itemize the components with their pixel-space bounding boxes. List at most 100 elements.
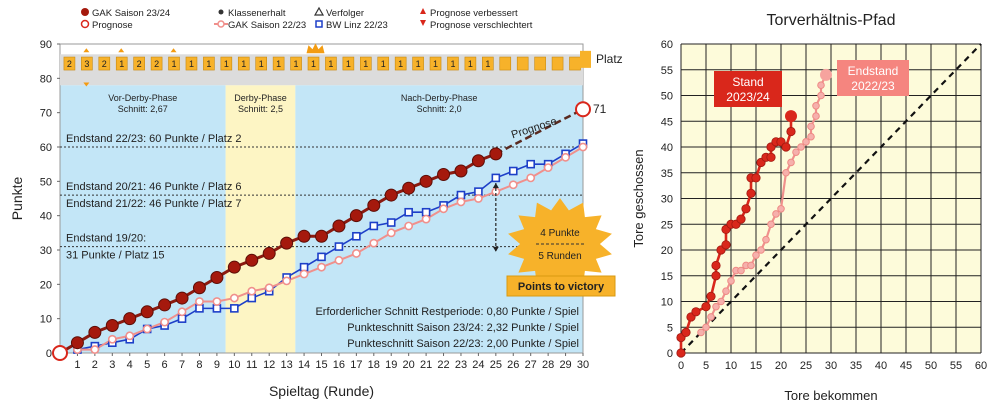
platz-empty-box [551,56,564,71]
y-tick-label: 20 [40,279,52,291]
gak-2223-point [317,262,326,272]
bw-linz-point [526,159,536,169]
right-y-axis-label: Tore geschossen [631,149,646,247]
endstand-2223-point [707,313,715,321]
platz-empty-box [534,56,546,71]
platz-box [307,56,320,71]
platz-empty-box [569,56,581,71]
gak-2223-point [212,297,222,306]
endstand-2223-point [787,158,795,167]
platz-marker [580,50,591,68]
stand-label-line2: 2023/24 [726,90,770,104]
endstand-2223-point [697,328,705,337]
platz-box [447,56,459,71]
platz-value: 2 [137,59,142,69]
gak-2223-point [439,204,448,214]
stand-2324-point [676,348,686,358]
right-y-tick-label: 25 [661,219,673,231]
gak-2324-point [262,246,276,260]
bw-linz-point [508,166,518,176]
platz-box [220,56,233,71]
phase-average: Schnitt: 2,0 [417,104,462,114]
stand-2324-point [786,126,796,137]
gak-2324-point [489,147,503,161]
platz-box [482,56,494,71]
gak-2324-point [471,154,485,168]
y-tick-label: 50 [40,176,52,188]
gak-2223-point [229,293,239,303]
platz-value: 1 [311,59,316,69]
platz-box [115,56,128,71]
burst-bottom-text: 5 Runden [538,251,581,262]
stand-label-line1: Stand [732,75,763,89]
x-tick-label: 1 [74,359,80,371]
x-tick-label: 24 [472,359,484,371]
platz-value: 1 [328,59,333,69]
x-tick-label: 2 [92,359,98,371]
gak-2324-point [419,174,433,188]
platz-box [133,56,145,71]
gak-2223-point [404,221,414,231]
phase-name: Nach-Derby-Phase [401,93,478,103]
platz-box [359,56,372,71]
points-to-victory-button[interactable]: Points to victory [506,275,616,297]
stand-2324-point [691,307,701,317]
y-tick-label: 60 [40,142,52,154]
platz-box [394,56,407,71]
right-y-tick-label: 5 [667,322,673,334]
right-x-tick-label: 60 [975,360,987,372]
platz-strip [60,54,583,86]
endstand-label-line1: Endstand [848,64,899,78]
platz-box [168,56,180,71]
legend-label: Prognose verbessert [430,8,518,19]
platz-value: 1 [433,59,438,69]
endstand-2223-point [747,261,755,270]
y-axis-label: Punkte [9,176,25,220]
gak-2223-point [160,317,169,327]
stand-2324-point [706,291,716,301]
gak-2324-point [227,260,241,274]
x-tick-label: 6 [162,359,168,371]
endstand-2223-point [712,302,720,311]
gak-2324-point [210,270,224,284]
stand-2324-end-point [785,110,797,123]
bw-linz-point [404,207,413,217]
legend-marker-prognose [80,19,90,29]
phase-name: Derby-Phase [234,93,287,103]
gak-2223-point [142,324,152,334]
x-tick-label: 20 [403,359,415,371]
endstand-2223-point [727,277,735,285]
gak-2223-point [264,283,274,293]
gak-2324-start-point [52,345,68,361]
phase-band-2 [225,85,296,353]
x-tick-label: 8 [196,359,202,371]
x-tick-label: 30 [577,359,589,371]
gak-2324-point [384,188,398,202]
legend-marker-verfolger [313,6,325,16]
endstand-2223-point [752,251,760,259]
x-tick-label: 14 [298,359,310,371]
right-x-tick-label: 15 [750,360,762,372]
platz-value: 1 [224,59,229,69]
right-x-tick-label: 55 [950,360,962,372]
platz-box [377,56,390,71]
stand-2324-point [746,188,756,198]
bw-linz-point [230,304,239,313]
right-y-tick-label: 20 [661,245,673,257]
x-tick-label: 3 [109,359,115,371]
points-to-victory-label: Points to victory [518,281,605,293]
x-tick-label: 28 [542,359,554,371]
gak-2223-point [334,255,344,265]
bw-linz-point [474,187,483,196]
gak-2223-point [299,269,309,279]
gak-2324-point [297,229,311,243]
x-tick-label: 9 [214,359,220,371]
x-tick-label: 17 [350,359,362,371]
platz-box [342,56,355,71]
platz-value: 1 [485,59,490,69]
platz-value: 1 [398,59,403,69]
gap-arrow-head-up [492,183,499,189]
right-y-tick-label: 30 [661,194,673,206]
x-tick-label: 27 [525,359,537,371]
platz-value: 2 [102,59,107,69]
